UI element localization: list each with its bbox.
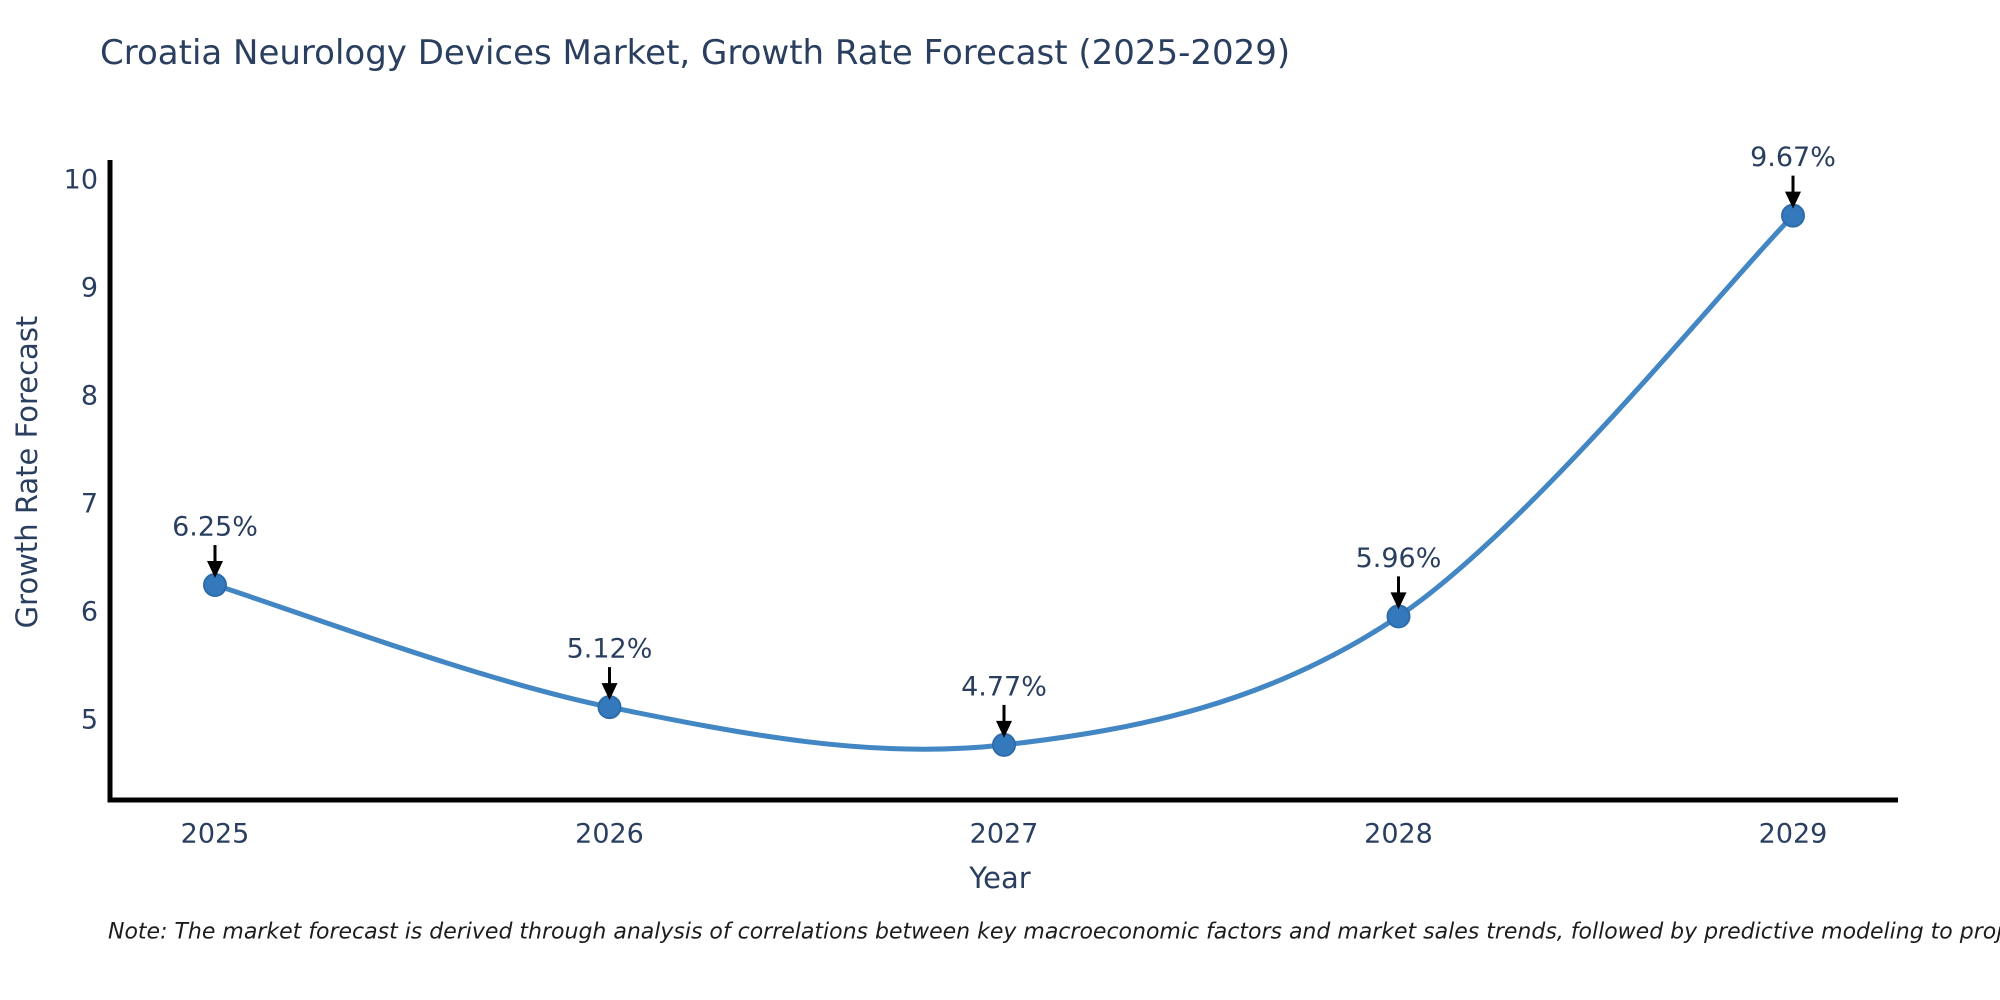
x-tick-label: 2029 bbox=[1759, 819, 1828, 850]
x-axis-title: Year bbox=[969, 861, 1031, 895]
axis-lines bbox=[107, 160, 1898, 803]
chart-title: Croatia Neurology Devices Market, Growth… bbox=[100, 33, 1291, 73]
x-tick-label: 2027 bbox=[970, 819, 1039, 850]
x-tick-label: 2026 bbox=[575, 819, 644, 850]
annotation-arrowhead bbox=[1785, 191, 1801, 209]
y-axis-title: Growth Rate Forecast bbox=[10, 315, 44, 629]
point-annotation: 4.77% bbox=[961, 671, 1047, 738]
x-tick-label: 2028 bbox=[1364, 819, 1433, 850]
footnote-text: Note: The market forecast is derived thr… bbox=[108, 919, 2000, 945]
annotation-arrowhead bbox=[207, 561, 223, 579]
y-tick-label: 8 bbox=[81, 381, 98, 412]
x-tick-label: 2025 bbox=[181, 819, 250, 850]
y-tick-label: 10 bbox=[64, 164, 98, 195]
annotation-arrowhead bbox=[1390, 592, 1407, 610]
y-tick-label: 6 bbox=[81, 597, 98, 628]
y-tick-label: 9 bbox=[81, 273, 98, 304]
y-tick-label: 5 bbox=[81, 705, 98, 736]
point-annotation: 6.25% bbox=[172, 512, 258, 579]
annotation-arrowhead bbox=[996, 720, 1012, 738]
point-annotation: 9.67% bbox=[1750, 142, 1836, 209]
annotation-label: 5.96% bbox=[1356, 543, 1442, 574]
annotation-label: 6.25% bbox=[172, 512, 258, 543]
annotation-label: 9.67% bbox=[1750, 142, 1836, 173]
annotation-label: 4.77% bbox=[961, 671, 1047, 702]
y-tick-label: 7 bbox=[81, 489, 98, 520]
annotation-arrowhead bbox=[601, 683, 618, 701]
annotation-label: 5.12% bbox=[567, 634, 653, 665]
point-annotation: 5.96% bbox=[1356, 543, 1442, 610]
point-annotation: 5.12% bbox=[567, 634, 653, 701]
trend-line bbox=[214, 213, 1795, 752]
